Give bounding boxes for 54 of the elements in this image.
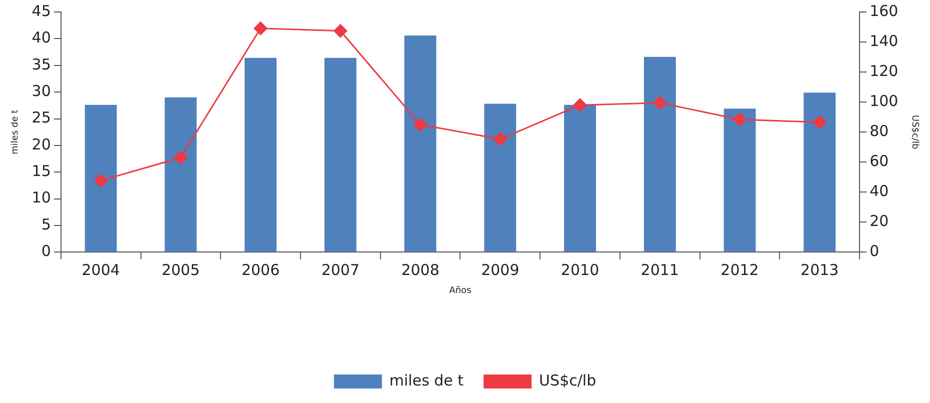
point: [573, 98, 587, 112]
bar: [804, 92, 836, 252]
y-tick-label: 45: [32, 2, 51, 20]
y-tick-label: 40: [32, 28, 51, 47]
point: [174, 150, 188, 164]
y-tick-label: 20: [32, 135, 51, 154]
x-tick-label: 2006: [241, 261, 280, 280]
point: [812, 115, 826, 129]
bar: [84, 104, 117, 252]
x-tick-label: 2009: [481, 261, 520, 280]
point: [653, 96, 667, 110]
bar: [644, 56, 676, 252]
bar: [404, 35, 436, 252]
x-tick-label: 2011: [640, 261, 679, 280]
y-tick-label: 35: [32, 55, 51, 74]
x-tick-label: 2005: [162, 261, 200, 280]
y2-tick-label: 100: [870, 92, 898, 110]
point: [254, 22, 268, 36]
point: [414, 118, 428, 132]
y2-tick-label: 80: [870, 122, 889, 140]
x-tick-label: 2010: [560, 261, 600, 280]
bar: [564, 104, 596, 252]
y-tick-label: 30: [32, 82, 51, 100]
y-tick-label: 10: [32, 188, 51, 207]
point: [334, 24, 348, 38]
y2-tick-label: 40: [870, 182, 889, 200]
x-tick-label: 2007: [321, 261, 360, 280]
y2-tick-label: 20: [870, 212, 889, 230]
y2-tick-label: 160: [870, 2, 898, 20]
legend-label: US$c/lb: [539, 371, 596, 390]
y2-axis-title: US$c/lb: [909, 114, 920, 150]
point: [733, 112, 747, 126]
bar: [244, 58, 277, 252]
y-tick-label: 25: [32, 108, 51, 127]
y2-tick-label: 120: [870, 62, 898, 80]
x-tick-label: 2008: [401, 261, 440, 280]
y2-tick-label: 60: [870, 152, 889, 170]
x-tick-label: 2013: [800, 261, 839, 280]
legend-label: miles de t: [389, 371, 464, 390]
point: [94, 174, 108, 188]
x-axis-title: Años: [449, 286, 472, 296]
y-tick-label: 0: [41, 242, 51, 260]
y-axis-title: miles de t: [10, 109, 21, 154]
bar: [324, 58, 356, 252]
bar: [724, 108, 756, 252]
y2-tick-label: 140: [870, 32, 898, 50]
y-tick-label: 5: [41, 215, 51, 234]
y2-tick-label: 0: [870, 242, 880, 260]
bar: [164, 97, 197, 252]
bar: [484, 104, 516, 252]
x-tick-label: 2012: [720, 261, 759, 280]
point: [493, 132, 507, 146]
x-tick-label: 2004: [82, 261, 120, 280]
y-tick-label: 15: [32, 162, 51, 180]
